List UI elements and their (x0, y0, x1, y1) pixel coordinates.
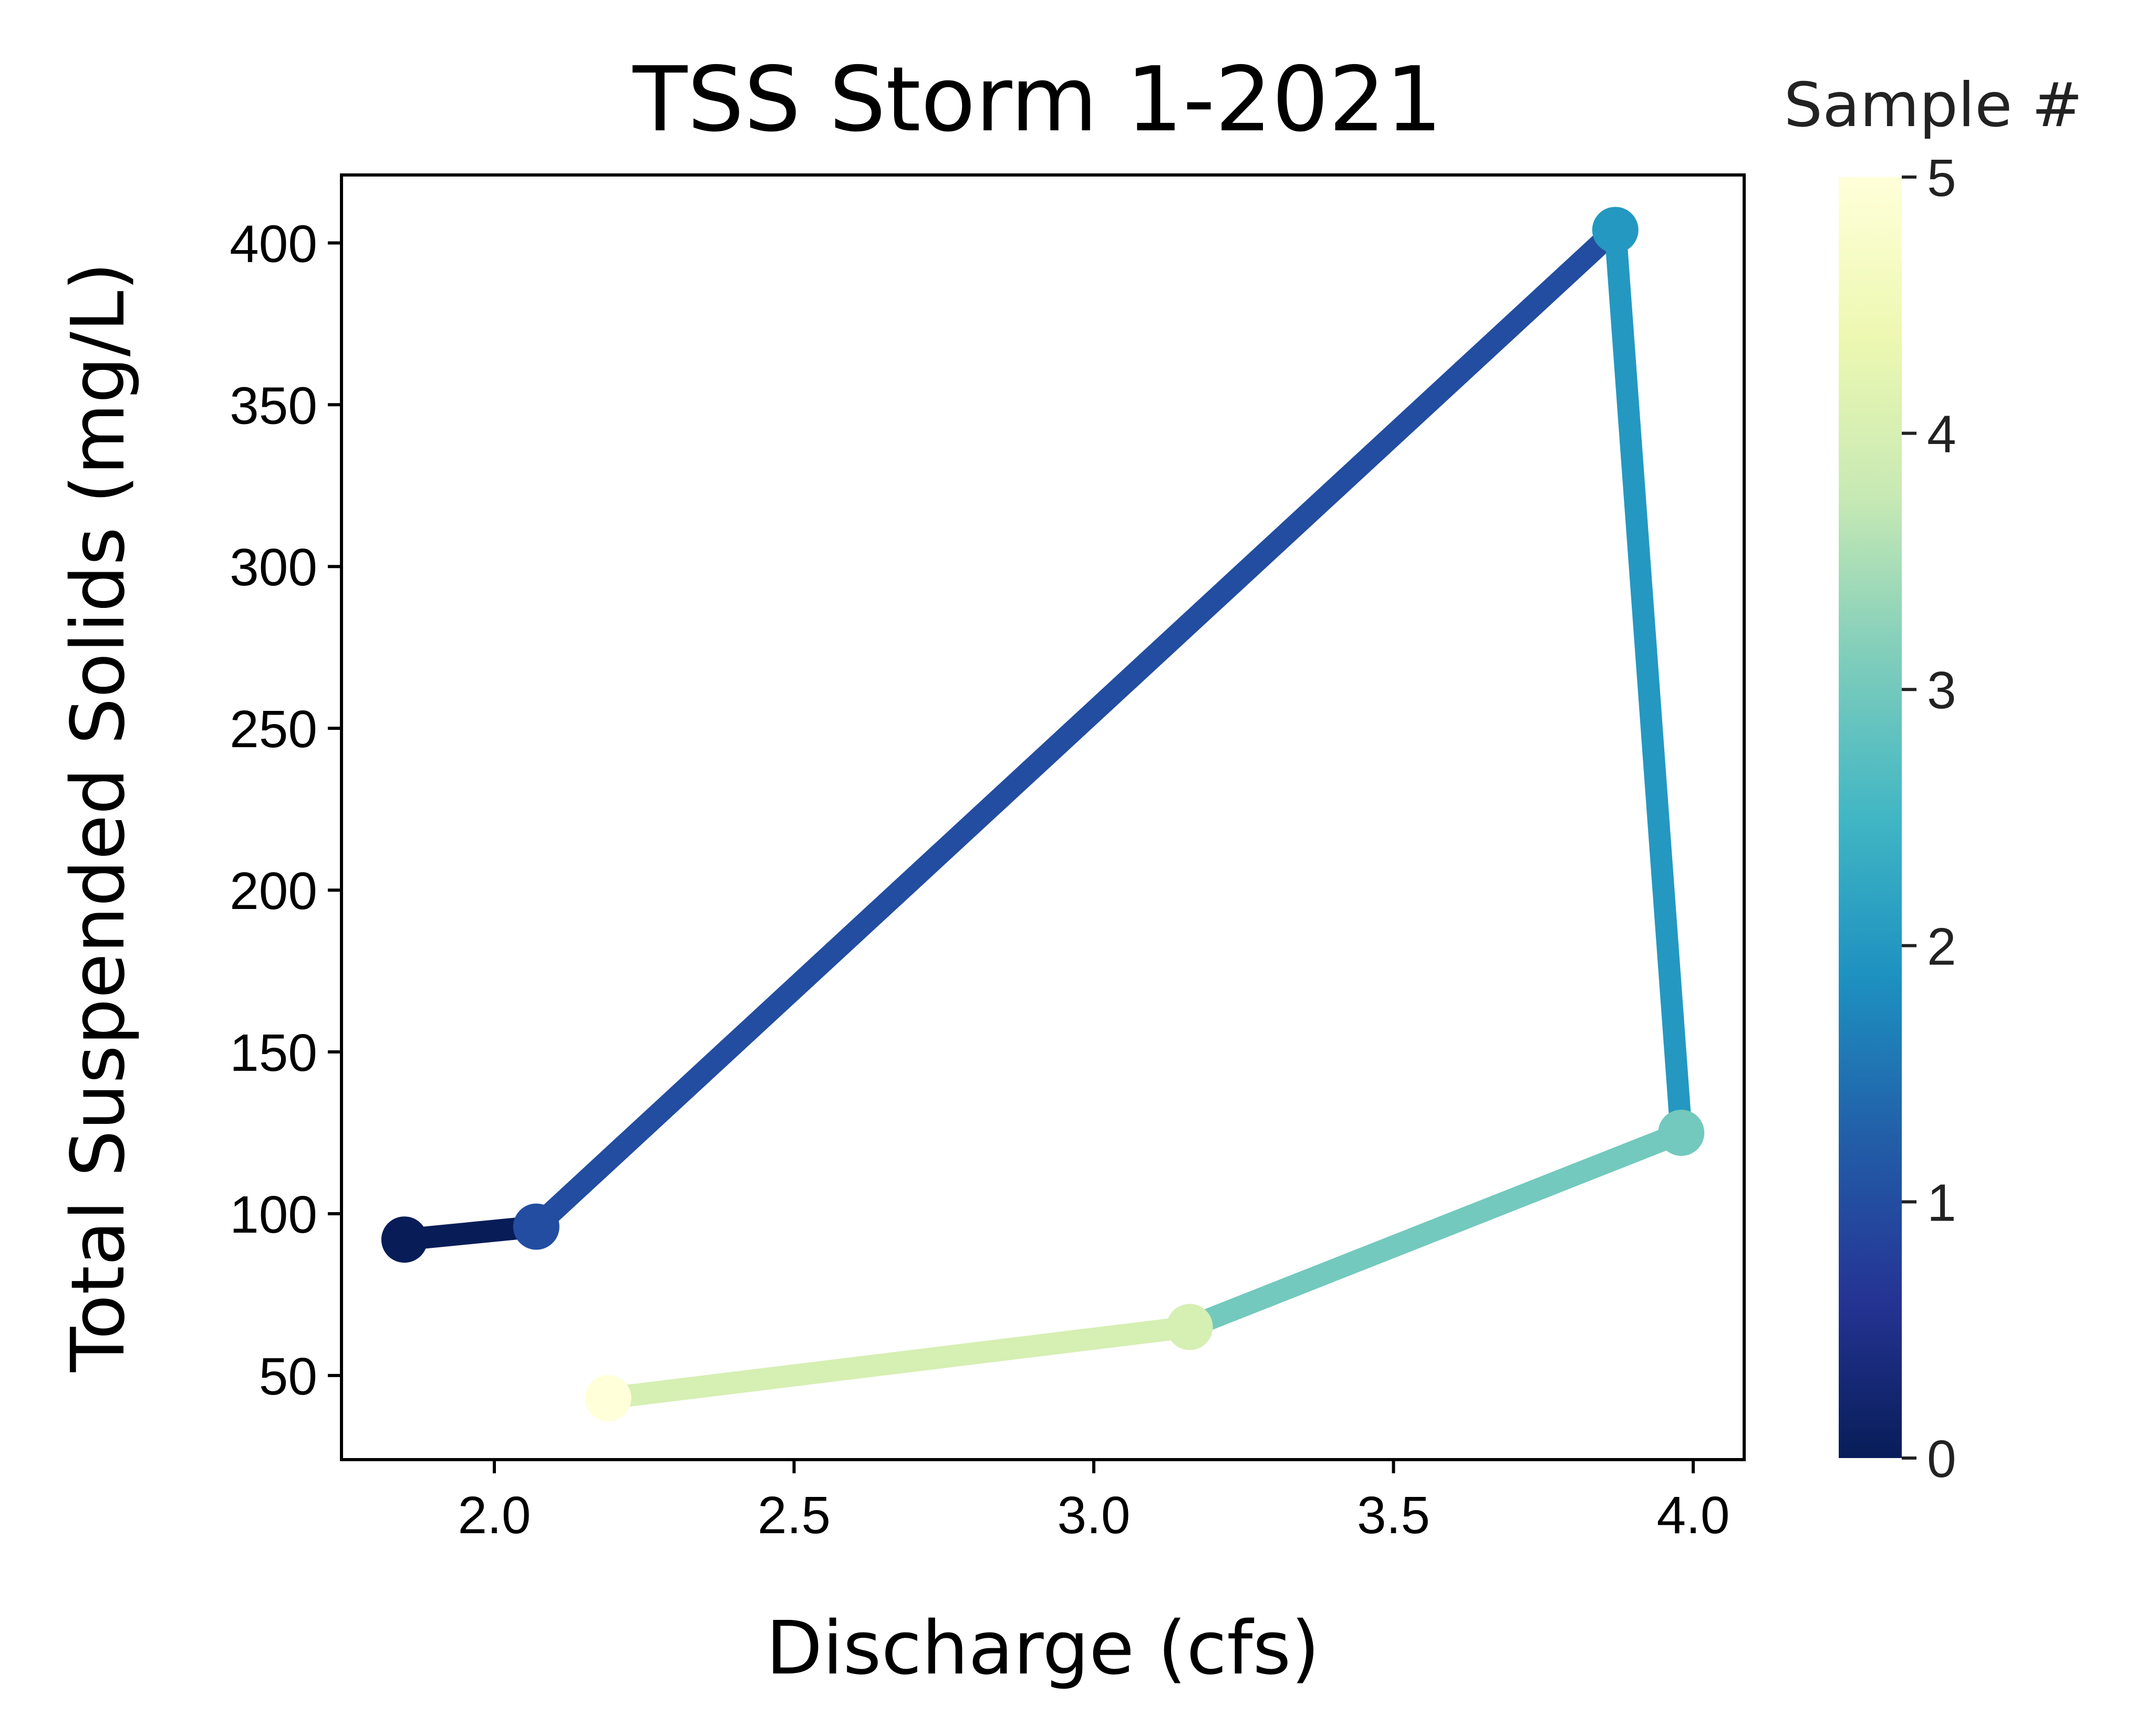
colorbar-tick-label: 0 (1927, 1430, 1956, 1489)
x-axis-label: Discharge (cfs) (766, 1606, 1320, 1691)
data-point (1592, 206, 1639, 253)
y-tick-label: 150 (230, 1024, 317, 1082)
series-segment (607, 1316, 1192, 1409)
colorbar-tick-label: 1 (1927, 1173, 1956, 1232)
y-tick-label: 100 (230, 1185, 317, 1244)
series-layer (381, 206, 1705, 1421)
colorbar-tick-label: 3 (1927, 661, 1956, 720)
colorbar-title: Sample # (1784, 70, 2083, 141)
data-point (1658, 1109, 1705, 1156)
series-segment (1604, 229, 1693, 1134)
y-tick-label: 250 (230, 700, 317, 759)
data-point (513, 1203, 560, 1250)
x-tick-label: 2.5 (758, 1486, 831, 1545)
colorbar-ticks: 0 1 2 3 4 5 (1902, 149, 1956, 1489)
y-tick-label: 400 (230, 214, 317, 273)
y-tick-label: 200 (230, 862, 317, 921)
colorbar (1839, 177, 1902, 1458)
axis-layer: 2.0 2.5 3.0 3.5 4.0 50 100 150 200 250 300 350 400 (230, 214, 1729, 1545)
data-point (1166, 1304, 1213, 1350)
plot-area-frame (340, 173, 1746, 1461)
data-point (585, 1375, 631, 1421)
colorbar-tick-label: 2 (1927, 917, 1956, 976)
y-tick-label: 300 (230, 538, 317, 597)
x-tick-label: 4.0 (1657, 1486, 1730, 1545)
colorbar-tick-label: 4 (1927, 405, 1956, 464)
x-tick-label: 2.0 (458, 1486, 531, 1545)
series-segment (1185, 1122, 1685, 1338)
x-tick-label: 3.5 (1357, 1486, 1430, 1545)
y-tick-label: 350 (230, 376, 317, 435)
data-point (381, 1216, 428, 1263)
y-axis-label: Total Suspended Solids (mg/L) (56, 262, 141, 1372)
x-tick-label: 3.0 (1057, 1486, 1130, 1545)
colorbar-tick-label: 5 (1927, 149, 1956, 208)
chart-title: TSS Storm 1-2021 (633, 48, 1443, 152)
series-segment (529, 222, 1623, 1235)
y-tick-label: 50 (259, 1347, 317, 1406)
